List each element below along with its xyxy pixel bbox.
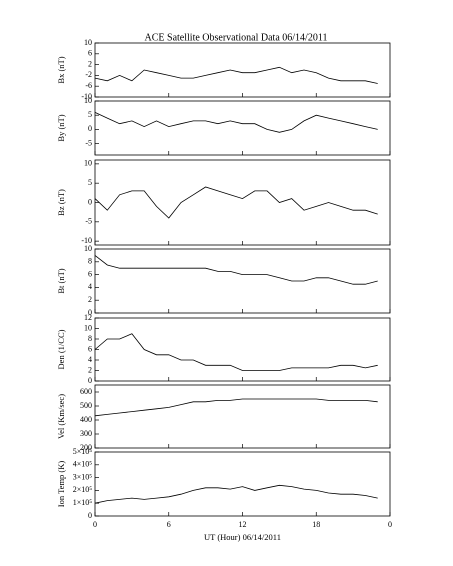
y-tick-label: 6 <box>88 269 92 278</box>
x-tick-label: 12 <box>239 520 247 529</box>
x-axis-label: UT (Hour) 06/14/2011 <box>204 532 281 542</box>
y-tick-label: 1×10⁵ <box>73 498 93 507</box>
y-axis-label: Bx (nT) <box>56 56 66 83</box>
y-tick-label: -10 <box>81 236 92 245</box>
y-tick-label: 4 <box>88 355 92 364</box>
x-tick-label: 0 <box>388 520 392 529</box>
y-tick-label: 0 <box>88 124 92 133</box>
y-tick-label: 0 <box>88 511 92 520</box>
data-line <box>94 186 378 219</box>
y-tick-label: 8 <box>88 257 92 266</box>
y-tick-label: -5 <box>85 217 92 226</box>
y-tick-label: 10 <box>84 323 92 332</box>
y-tick-label: 2 <box>88 365 92 374</box>
panel-frame <box>94 451 391 517</box>
x-tick-label: 18 <box>312 520 320 529</box>
y-tick-label: 500 <box>80 401 92 410</box>
panel-frame <box>94 159 391 246</box>
y-tick-label: -10 <box>81 92 92 101</box>
y-tick-label: 5 <box>88 110 92 119</box>
y-tick-label: -2 <box>85 70 92 79</box>
y-axis-label: Bz (nT) <box>56 189 66 216</box>
y-tick-label: 300 <box>80 429 92 438</box>
panel-frame <box>94 384 391 449</box>
y-tick-label: 5×10⁵ <box>73 447 93 456</box>
data-line <box>94 333 378 371</box>
data-line <box>94 66 378 84</box>
y-tick-label: -6 <box>85 81 92 90</box>
y-axis-label: Vel (Km/sec) <box>56 394 66 439</box>
y-tick-label: 4×10⁵ <box>73 460 93 469</box>
y-tick-label: 2×10⁵ <box>73 485 93 494</box>
y-axis-label: Den (1/CC) <box>56 329 66 369</box>
panel-frame <box>94 42 391 98</box>
y-tick-label: 0 <box>88 197 92 206</box>
panel-frame <box>94 317 391 382</box>
y-tick-label: 10 <box>84 159 92 168</box>
panel-frame <box>94 248 391 314</box>
y-tick-label: 10 <box>84 244 92 253</box>
y-tick-label: 6 <box>88 344 92 353</box>
data-line <box>94 484 378 504</box>
data-line <box>94 398 378 417</box>
y-axis-label: Bt (nT) <box>56 268 66 293</box>
y-tick-label: 8 <box>88 334 92 343</box>
data-line <box>94 112 378 133</box>
y-tick-label: 3×10⁵ <box>73 472 93 481</box>
y-tick-label: 0 <box>88 376 92 385</box>
panel-frame <box>94 100 391 156</box>
y-axis-label: Ion Temp (K) <box>56 461 66 508</box>
y-tick-label: 400 <box>80 415 92 424</box>
y-tick-label: 4 <box>88 282 92 291</box>
y-tick-label: 6 <box>88 49 92 58</box>
y-tick-label: -5 <box>85 138 92 147</box>
y-tick-label: 12 <box>84 313 92 322</box>
x-tick-label: 0 <box>93 520 97 529</box>
y-tick-label: 5 <box>88 178 92 187</box>
y-tick-label: 200 <box>80 443 92 452</box>
chart-title: ACE Satellite Observational Data 06/14/2… <box>145 32 328 43</box>
y-tick-label: 10 <box>84 38 92 47</box>
data-line <box>94 255 378 285</box>
y-tick-label: 600 <box>80 387 92 396</box>
x-tick-label: 6 <box>167 520 171 529</box>
y-tick-label: 2 <box>88 59 92 68</box>
y-tick-label: 10 <box>84 96 92 105</box>
y-tick-label: 0 <box>88 308 92 317</box>
y-axis-label: By (nT) <box>56 114 66 141</box>
y-tick-label: 2 <box>88 295 92 304</box>
